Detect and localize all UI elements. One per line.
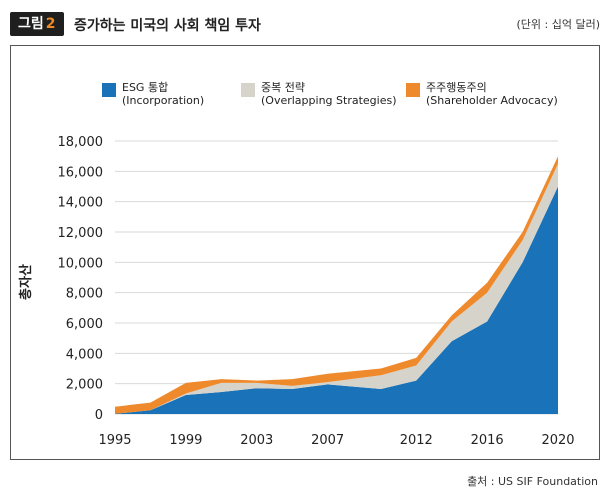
x-tick-label: 2012 [400, 433, 433, 448]
y-tick-label: 0 [95, 408, 103, 423]
y-tick-label: 18,000 [58, 135, 104, 150]
figure-title: 증가하는 미국의 사회 책임 투자 [74, 18, 261, 34]
legend-swatch [241, 83, 255, 97]
figure-badge: 그림 2 [10, 12, 64, 36]
y-tick-label: 6,000 [66, 317, 103, 332]
legend-sublabel: (Shareholder Advocacy) [426, 94, 558, 107]
x-tick-label: 2016 [471, 433, 504, 448]
x-tick-label: 2003 [240, 433, 273, 448]
legend-label: 중복 전략 [261, 81, 305, 94]
figure-header: 그림 2 증가하는 미국의 사회 책임 투자 (단위 : 십억 달러) [0, 0, 612, 40]
y-tick-label: 2,000 [66, 378, 103, 393]
y-tick-label: 12,000 [58, 226, 104, 241]
y-tick-label: 8,000 [66, 287, 103, 302]
y-tick-label: 14,000 [58, 196, 104, 211]
y-axis-ticks: 0 2,000 4,000 6,000 8,000 10,000 12,000 14,000 1… [58, 135, 104, 423]
y-tick-label: 16,000 [58, 165, 104, 180]
legend: ESG 통합(Incorporation) 중복 전략(Overlapping S… [102, 81, 558, 107]
y-axis-label: 총자산 [18, 264, 34, 300]
legend-sublabel: (Overlapping Strategies) [261, 94, 397, 107]
figure-badge-label: 그림 [18, 16, 44, 32]
legend-swatch [102, 83, 116, 97]
legend-swatch [406, 83, 420, 97]
x-tick-label: 2020 [541, 433, 574, 448]
y-tick-label: 4,000 [66, 347, 103, 362]
chart-frame [10, 45, 600, 460]
x-tick-label: 2007 [311, 433, 344, 448]
y-tick-label: 10,000 [58, 256, 104, 271]
legend-label: 주주행동주의 [426, 81, 487, 94]
figure-badge-number: 2 [45, 16, 56, 32]
x-tick-label: 1999 [169, 433, 202, 448]
source-note: 출처 : US SIF Foundation [467, 475, 598, 488]
area-series-1 [115, 186, 558, 414]
x-tick-label: 1995 [98, 433, 131, 448]
legend-label: ESG 통합 [122, 81, 168, 94]
stacked-areas [115, 156, 558, 414]
x-axis-ticks: 1995 1999 2003 2007 2012 2016 2020 [98, 433, 574, 448]
legend-sublabel: (Incorporation) [122, 94, 204, 107]
unit-note: (단위 : 십억 달러) [516, 18, 601, 31]
